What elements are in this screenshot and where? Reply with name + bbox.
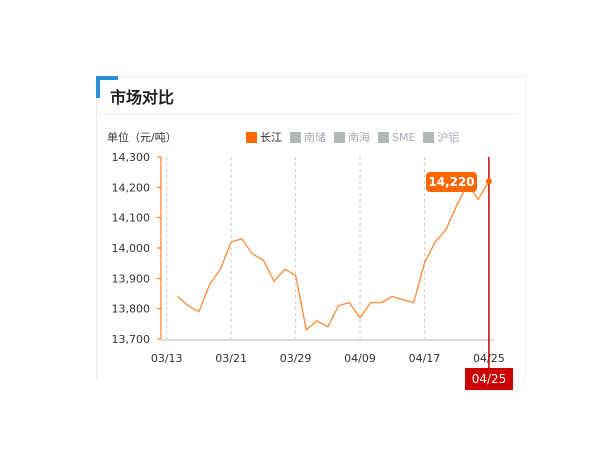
- x-tick-label: 03/13: [151, 352, 183, 365]
- y-tick-label: 14,200: [112, 181, 151, 194]
- legend-label: 长江: [260, 131, 282, 144]
- tooltip-box: [426, 172, 477, 192]
- legend-label: 沪铝: [437, 131, 460, 144]
- x-crosshair-label-box: [465, 368, 513, 390]
- title-accent: [96, 76, 100, 98]
- legend-item[interactable]: 长江: [246, 129, 282, 145]
- x-tick-label: 03/21: [215, 352, 247, 365]
- legend-swatch: [334, 131, 345, 143]
- data-point: [485, 178, 492, 185]
- legend-swatch: [290, 131, 301, 143]
- legend-swatch: [423, 131, 435, 143]
- y-axis-label: 单位（元/吨）: [107, 131, 177, 144]
- legend-swatch: [246, 131, 257, 143]
- legend: 长江 南储 南海 SME 沪铝: [246, 129, 459, 145]
- chart-panel: [96, 76, 526, 381]
- legend-item[interactable]: 南储: [290, 129, 326, 145]
- x-tick-label: 04/17: [409, 352, 441, 365]
- tooltip-value: 14,220: [428, 175, 474, 189]
- legend-label: 南储: [304, 131, 326, 144]
- legend-label: SME: [392, 130, 416, 144]
- legend-label: 南海: [348, 131, 370, 144]
- legend-swatch: [378, 131, 389, 143]
- legend-item[interactable]: SME: [378, 129, 415, 145]
- legend-item[interactable]: 南海: [334, 129, 370, 145]
- x-crosshair-label: 04/25: [472, 372, 507, 386]
- legend-item[interactable]: 沪铝: [423, 129, 459, 145]
- y-tick-label: 13,800: [112, 303, 151, 316]
- y-tick-label: 14,100: [112, 212, 151, 225]
- x-tick-label: 04/09: [344, 352, 376, 365]
- y-tick-label: 14,300: [112, 151, 151, 164]
- series-line: [177, 180, 490, 332]
- x-tick-label: 03/29: [280, 352, 312, 365]
- y-tick-label: 13,700: [112, 333, 151, 346]
- title-accent: [96, 76, 118, 80]
- divider: [98, 113, 518, 114]
- y-tick-label: 13,900: [112, 272, 151, 285]
- page-title: 市场对比: [110, 88, 175, 107]
- y-tick-label: 14,000: [112, 242, 151, 255]
